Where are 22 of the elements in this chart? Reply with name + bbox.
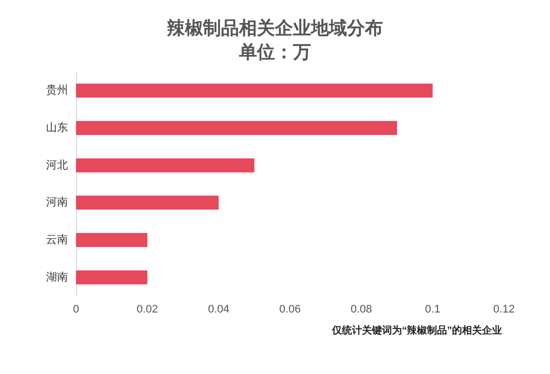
chart-subtitle: 单位：万: [238, 42, 311, 62]
bar: [76, 196, 219, 210]
y-tick-label: 河南: [46, 196, 68, 209]
bar: [76, 233, 148, 247]
y-tick-label: 贵州: [46, 84, 68, 97]
y-tick-label: 湖南: [46, 270, 68, 284]
x-tick-label: 0.08: [350, 304, 372, 316]
bar: [76, 158, 254, 172]
x-tick-label: 0.12: [493, 304, 515, 316]
x-tick-label: 0.1: [425, 304, 440, 316]
y-tick-label: 河北: [46, 158, 68, 172]
bar: [76, 270, 148, 284]
y-tick-label: 云南: [46, 233, 68, 246]
x-tick-label: 0.06: [279, 304, 301, 316]
bar: [76, 84, 433, 98]
x-tick-label: 0: [72, 304, 80, 316]
bar: [76, 121, 397, 135]
x-tick-label: 0.04: [208, 304, 230, 316]
x-tick-label: 0.02: [136, 304, 158, 316]
chart-title: 辣椒制品相关企业地域分布: [166, 18, 383, 38]
y-tick-label: 山东: [46, 121, 68, 134]
text: 仅统计关键词为“辣椒制品”的相关企业: [331, 324, 502, 336]
